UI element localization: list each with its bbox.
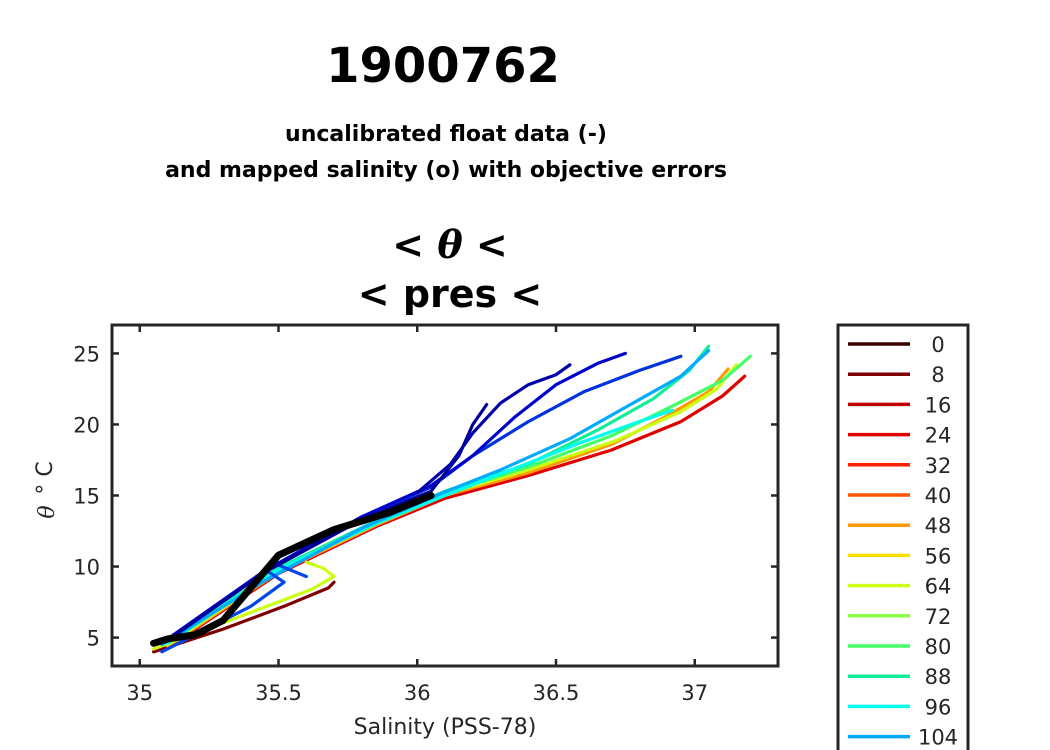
y-axis-label-theta: θ: [35, 505, 60, 518]
legend-label: 0: [931, 333, 944, 357]
legend-label: 8: [931, 363, 944, 387]
series-line-5: [165, 354, 752, 645]
legend-label: 88: [925, 665, 952, 689]
x-tick-label: 36: [404, 681, 431, 705]
y-axis-label: θ ° C: [33, 461, 60, 518]
y-tick-label: 20: [73, 413, 100, 437]
plot-title-lt-right: <: [475, 223, 508, 267]
chart-subtitle-line-2: and mapped salinity (o) with objective e…: [165, 158, 727, 183]
x-tick-label: 36.5: [533, 681, 580, 705]
series-layer: [150, 344, 752, 654]
legend-label: 16: [925, 393, 952, 417]
y-tick-label: 15: [73, 485, 100, 509]
series-line-1: [165, 374, 747, 650]
y-tick-label: 10: [73, 556, 100, 580]
series-line-4: [165, 363, 739, 647]
legend: 0 8 16 24 32 40 48 56 64 72 80 88 96 104: [836, 323, 970, 750]
legend-box: [836, 323, 970, 750]
series-line-9: [160, 563, 308, 654]
legend-label: 72: [925, 605, 952, 629]
x-tick-label: 37: [681, 681, 708, 705]
legend-label: 40: [925, 484, 952, 508]
legend-label: 96: [925, 695, 952, 719]
legend-label: 80: [925, 635, 952, 659]
series-line-12: [165, 403, 489, 643]
series-line-0: [152, 580, 336, 654]
legend-label: 24: [925, 424, 952, 448]
plot-title-lt-left: <: [392, 223, 425, 267]
series-line-8: [160, 349, 711, 647]
series-line-14: [150, 492, 435, 647]
chart-subtitle-line-1: uncalibrated float data (-): [285, 122, 607, 147]
x-tick-label: 35.5: [255, 681, 302, 705]
legend-label: 104: [918, 726, 958, 750]
series-line-13: [415, 363, 572, 495]
legend-label: 56: [925, 544, 952, 568]
plot-title-line-2: < pres <: [357, 272, 543, 316]
x-tick-label: 35: [126, 681, 153, 705]
x-axis-label: Salinity (PSS-78): [354, 715, 537, 740]
plot-title-line-1: < θ <: [0, 222, 900, 267]
series-line-7: [165, 408, 675, 645]
y-tick-label: 25: [73, 342, 100, 366]
legend-label: 32: [925, 454, 952, 478]
ticks-layer: 35 35.5 36 36.5 37 5 10 15 20 25: [73, 325, 778, 705]
plot-title-theta: θ: [437, 222, 463, 267]
y-tick-label: 5: [87, 627, 100, 651]
series-line-11: [165, 351, 628, 641]
y-axis-label-unit: ° C: [33, 461, 58, 494]
chart-title: 1900762: [326, 38, 560, 94]
legend-label: 48: [925, 514, 952, 538]
legend-label: 64: [925, 575, 952, 599]
